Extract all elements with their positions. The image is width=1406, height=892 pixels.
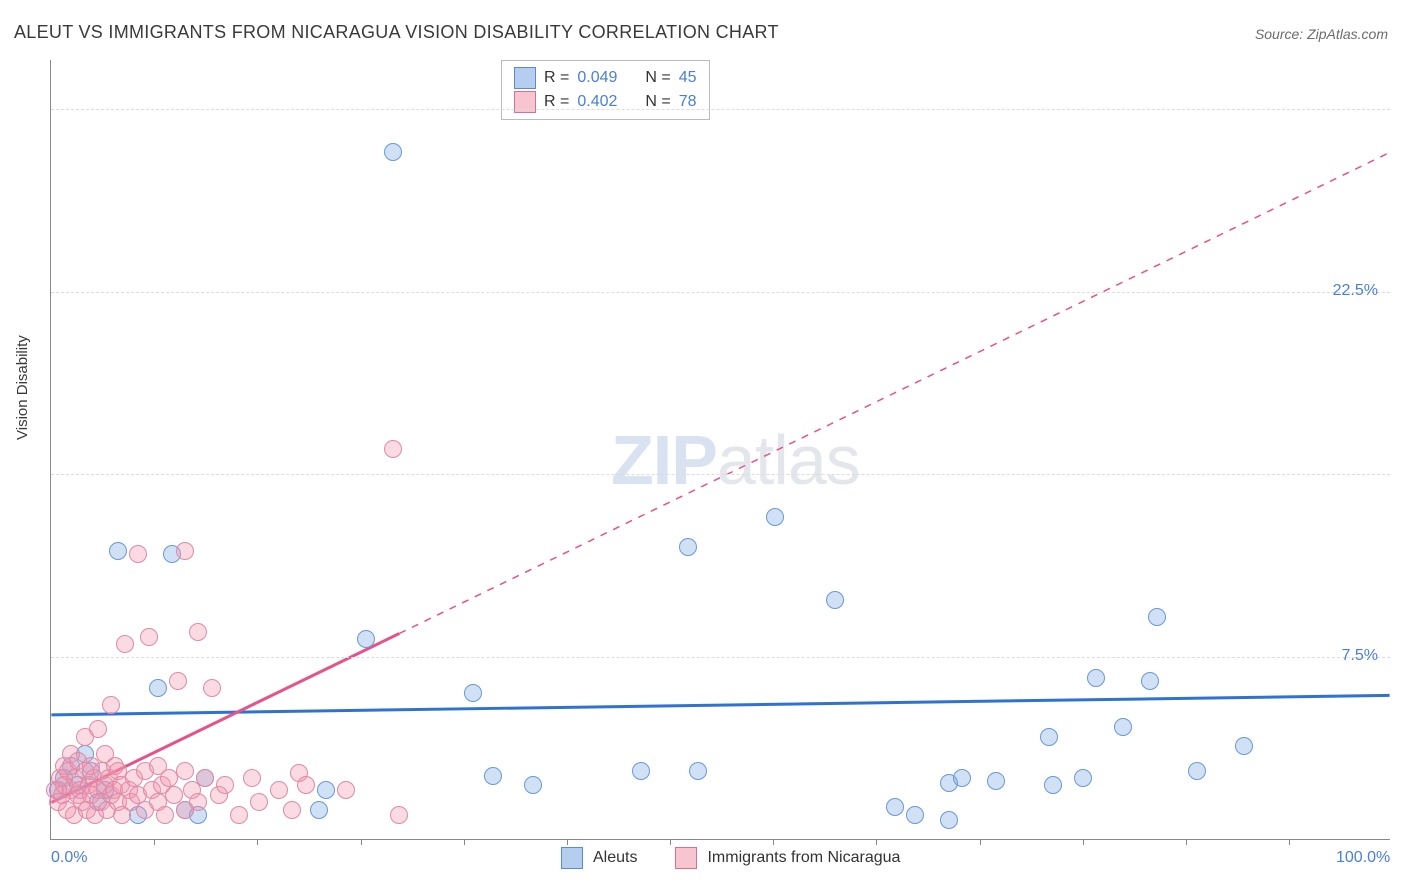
data-point [1040,728,1058,746]
data-point [317,781,335,799]
data-point [689,762,707,780]
data-point [189,793,207,811]
data-point [390,806,408,824]
data-point [203,679,221,697]
trend-lines [51,60,1390,839]
data-point [1141,672,1159,690]
grid-line [51,474,1390,475]
data-point [189,623,207,641]
swatch-pink [675,847,697,869]
data-point [109,542,127,560]
x-tick-mark [154,839,155,845]
data-point [906,806,924,824]
data-point [464,684,482,702]
data-point [230,806,248,824]
plot-area: ZIPatlas R = 0.049 N = 45 R = 0.402 N = … [50,60,1390,840]
y-tick-label: 7.5% [1342,647,1378,665]
swatch-blue [514,67,536,89]
x-tick-mark [1186,839,1187,845]
data-point [89,720,107,738]
data-point [1114,718,1132,736]
y-axis-label: Vision Disability [14,335,31,440]
data-point [216,776,234,794]
r-label: R = [544,69,569,87]
x-tick-mark [876,839,877,845]
data-point [337,781,355,799]
trend-line-dashed [399,153,1389,634]
data-point [632,762,650,780]
legend-correlation: R = 0.049 N = 45 R = 0.402 N = 78 [501,60,710,120]
data-point [243,769,261,787]
chart-container: ALEUT VS IMMIGRANTS FROM NICARAGUA VISIO… [0,0,1406,892]
swatch-blue [561,847,583,869]
watermark-zip: ZIP [611,421,717,499]
x-tick-label: 100.0% [1336,849,1390,867]
x-tick-mark [1083,839,1084,845]
legend-item-label: Immigrants from Nicaragua [707,849,900,867]
x-tick-mark [567,839,568,845]
trend-line-solid [51,695,1389,714]
data-point [357,630,375,648]
legend-item-label: Aleuts [593,849,637,867]
x-tick-mark [670,839,671,845]
data-point [102,696,120,714]
grid-line [51,109,1390,110]
data-point [484,767,502,785]
source-attribution: Source: ZipAtlas.com [1255,26,1388,42]
watermark: ZIPatlas [611,420,860,500]
data-point [310,801,328,819]
x-tick-mark [257,839,258,845]
x-tick-mark [464,839,465,845]
data-point [1074,769,1092,787]
data-point [384,143,402,161]
grid-line [51,292,1390,293]
y-tick-label: 22.5% [1333,282,1378,300]
data-point [679,538,697,556]
x-tick-label: 0.0% [51,849,87,867]
x-tick-mark [1289,839,1290,845]
data-point [826,591,844,609]
watermark-atlas: atlas [717,421,860,499]
data-point [1148,608,1166,626]
data-point [297,776,315,794]
data-point [140,628,158,646]
data-point [1188,762,1206,780]
chart-title: ALEUT VS IMMIGRANTS FROM NICARAGUA VISIO… [14,22,779,43]
data-point [953,769,971,787]
data-point [156,806,174,824]
data-point [940,811,958,829]
n-label: N = [645,69,670,87]
data-point [250,793,268,811]
data-point [1235,737,1253,755]
data-point [176,542,194,560]
x-tick-mark [980,839,981,845]
data-point [149,679,167,697]
data-point [176,762,194,780]
data-point [987,772,1005,790]
data-point [524,776,542,794]
data-point [169,672,187,690]
data-point [886,798,904,816]
n-value: 45 [679,69,697,87]
data-point [129,545,147,563]
x-tick-mark [361,839,362,845]
grid-line [51,657,1390,658]
data-point [766,508,784,526]
r-value: 0.049 [577,69,617,87]
data-point [1044,776,1062,794]
data-point [384,440,402,458]
data-point [196,769,214,787]
legend-series: Aleuts Immigrants from Nicaragua [561,847,900,869]
data-point [270,781,288,799]
x-tick-mark [773,839,774,845]
data-point [1087,669,1105,687]
data-point [116,635,134,653]
data-point [283,801,301,819]
legend-row: R = 0.049 N = 45 [514,67,697,89]
